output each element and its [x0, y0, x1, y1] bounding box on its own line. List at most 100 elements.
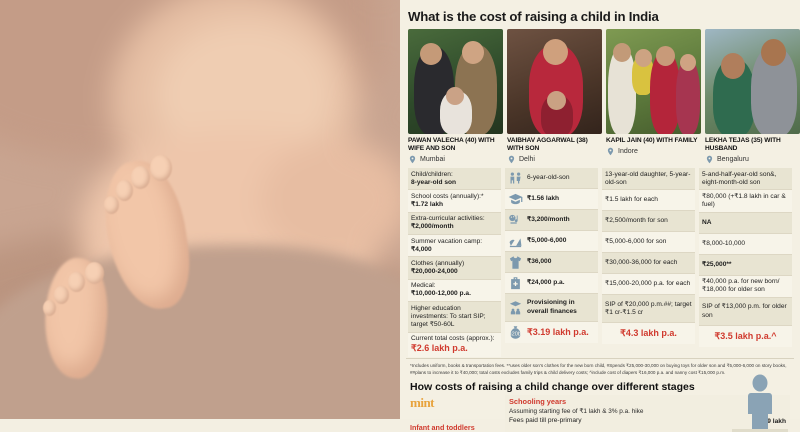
cell-text: 6-year-old-son [527, 173, 570, 181]
row-value-5-0: ₹10,000-12,000 p.a. [411, 290, 471, 298]
adult-silhouette-icon [732, 374, 788, 432]
row-value-2-0: ₹2,000/month [411, 223, 454, 231]
location-pin-icon [706, 155, 713, 164]
total-label: Current total costs (approx.): [411, 335, 495, 343]
row-value-0-0: 8-year-old son [411, 178, 457, 186]
table-column-3: 5-and-half-year-old son&, eight-month-ol… [699, 168, 792, 357]
cell-text: SIP of ₹13,000 p.m. for older son [702, 303, 787, 319]
total-value-0: ₹2.6 lakh p.a. [411, 343, 468, 354]
art-music-icon [509, 214, 518, 224]
cell-text: NA [702, 218, 712, 226]
row-label-6: Higher education investments: To start S… [411, 304, 486, 328]
total-value-3: ₹3.5 lakh p.a.^ [714, 331, 777, 341]
cell-text: ₹5,000-6,000 for son [605, 238, 667, 246]
table-cell: ₹8,000-10,000 [699, 233, 792, 255]
table-cell: SIP of ₹20,000 p.m.##; target ₹1 cr-₹1.5… [602, 295, 695, 324]
footnotes: *Includes uniform, books & transportatio… [406, 357, 794, 377]
table-cell: ₹3,200/month [505, 210, 598, 232]
family-photo-1 [507, 29, 602, 134]
table-cell: 13-year-old daughter, 5-year-old-son [602, 168, 695, 191]
table-row: Clothes (annually) ₹20,000-24,000 [408, 257, 501, 280]
family-name-3: LEKHA TEJAS (35) WITH HUSBAND [705, 137, 781, 153]
cell-text: ₹3,200/month [527, 215, 570, 223]
cell-text: ₹80,000 (+₹1.8 lakh in car & fuel) [702, 192, 786, 209]
table-cell-total: \u20b9 ₹3.19 lakh p.a. [505, 322, 598, 344]
tshirt-icon [509, 255, 522, 269]
row-label-5: Medical: [411, 282, 436, 290]
table-cell: ₹5,000-6,000 [505, 231, 598, 253]
cell-text: ₹24,000 p.a. [527, 278, 565, 286]
family-city-3: Bengaluru [717, 156, 749, 164]
medical-kit-icon [511, 276, 520, 289]
cell-text: ₹36,000 [527, 257, 552, 265]
cell-text: ₹40,000 p.a. for new born/₹18,000 for ol… [702, 278, 780, 294]
cost-comparison-table: Child/children: 8-year-old son School co… [406, 168, 794, 357]
baby-feet-photo [0, 0, 400, 419]
table-cell: Provisioning in overall finances [505, 294, 598, 323]
graduation-cap-icon [508, 193, 523, 204]
table-row: Summer vacation camp: ₹4,000 [408, 235, 501, 258]
family-name-0: PAWAN VALECHA (40) WITH WIFE AND SON [408, 137, 495, 153]
stage-line-label: Fees paid till pre-primary [509, 416, 582, 424]
cell-text: ₹8,000-10,000 [702, 239, 746, 247]
svg-text:\u20b9: \u20b9 [508, 332, 523, 338]
row-label-0: Child/children: [411, 170, 453, 178]
table-cell: ₹36,000 [505, 252, 598, 274]
family-location-3: Bengaluru [705, 155, 800, 164]
table-cell: ₹30,000-36,000 for each [602, 253, 695, 275]
table-cell: ₹5,000-6,000 for son [602, 232, 695, 254]
table-row: Child/children: 8-year-old son [408, 168, 501, 191]
page-title: What is the cost of raising a child in I… [408, 9, 659, 24]
table-cell: ₹40,000 p.a. for new born/₹18,000 for ol… [699, 275, 792, 299]
table-column-1: 6-year-old-son ₹1.56 lakh ₹3,200/month ₹… [505, 168, 598, 357]
family-name-1: VAIBHAV AGGARWAL (38) WITH SON [507, 137, 588, 153]
table-cell: NA [699, 212, 792, 234]
total-value-1: ₹3.19 lakh p.a. [527, 326, 589, 337]
family-location-0: Mumbai [408, 155, 503, 164]
cell-text: ₹2,500/month for son [605, 217, 668, 225]
row-label-4: Clothes (annually) [411, 259, 465, 267]
table-column-labels: Child/children: 8-year-old son School co… [408, 168, 501, 357]
education-invest-icon [509, 301, 522, 315]
table-row-total: Current total costs (approx.): ₹2.6 lakh… [408, 332, 501, 357]
stage-schooling-assumption: Assuming starting fee of ₹1 lakh & 3% p.… [509, 407, 644, 415]
location-pin-icon [409, 155, 416, 164]
cell-text: ₹5,000-6,000 [527, 236, 567, 244]
table-cell: ₹15,000-20,000 p.a. for each [602, 274, 695, 296]
table-row: Medical: ₹10,000-12,000 p.a. [408, 279, 501, 303]
family-name-2: KAPIL JAIN (40) WITH FAMILY [606, 137, 698, 144]
cell-text: ₹30,000-36,000 for each [605, 259, 678, 267]
family-card-2: KAPIL JAIN (40) WITH FAMILY Indore [606, 29, 701, 164]
family-location-2: Indore [606, 147, 701, 156]
row-label-3: Summer vacation camp: [411, 237, 483, 245]
row-value-4-0: ₹20,000-24,000 [411, 268, 458, 276]
table-cell: 6-year-old-son [505, 168, 598, 190]
cell-text: ₹15,000-20,000 p.a. for each [605, 280, 691, 288]
location-pin-icon [508, 155, 515, 164]
table-row: Higher education investments: To start S… [408, 302, 501, 333]
table-row: Extra-curricular activities: ₹2,000/mont… [408, 212, 501, 236]
family-city-2: Indore [618, 148, 638, 156]
table-cell: SIP of ₹13,000 p.m. for older son [699, 298, 792, 327]
family-photo-3 [705, 29, 800, 134]
family-city-1: Delhi [519, 156, 535, 164]
table-column-2: 13-year-old daughter, 5-year-old-son ₹1.… [602, 168, 695, 357]
row-value-1-0: ₹1.72 lakh [411, 201, 444, 209]
stage-schooling-heading: Schooling years [509, 396, 567, 406]
table-row: School costs (annually):* ₹1.72 lakh [408, 190, 501, 213]
row-label-2: Extra-curricular activities: [411, 215, 485, 223]
infographic-panel: What is the cost of raising a child in I… [400, 0, 800, 432]
family-card-1: VAIBHAV AGGARWAL (38) WITH SON Delhi [507, 29, 602, 164]
beach-camp-icon [509, 237, 522, 247]
cell-text: ₹1.5 lakh for each [605, 196, 658, 204]
family-card-0: PAWAN VALECHA (40) WITH WIFE AND SON Mum… [408, 29, 503, 164]
family-photo-row: PAWAN VALECHA (40) WITH WIFE AND SON Mum… [406, 29, 800, 164]
table-cell-total: ₹3.5 lakh p.a.^ [699, 326, 792, 348]
cell-text: 5-and-half-year-old son&, eight-month-ol… [702, 170, 777, 186]
family-photo-0 [408, 29, 503, 134]
table-cell: ₹80,000 (+₹1.8 lakh in car & fuel) [699, 190, 792, 213]
family-photo-2 [606, 29, 701, 134]
stages-title: How costs of raising a child change over… [410, 380, 695, 393]
cell-text: ₹25,000** [702, 260, 732, 268]
